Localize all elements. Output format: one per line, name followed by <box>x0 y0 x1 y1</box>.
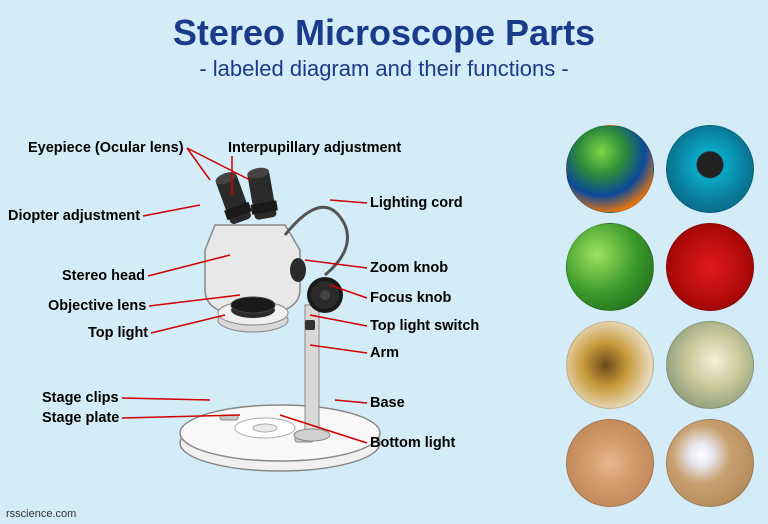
label-stage-plate: Stage plate <box>42 410 119 426</box>
label-focus-knob: Focus knob <box>370 290 451 306</box>
sample-circuit <box>666 125 754 213</box>
sample-grid <box>566 125 756 507</box>
label-zoom-knob: Zoom knob <box>370 260 448 276</box>
sample-currency <box>666 321 754 409</box>
sample-feathers <box>566 125 654 213</box>
label-stereo-head: Stereo head <box>62 268 145 284</box>
label-diopter: Diopter adjustment <box>8 208 140 224</box>
page-subtitle: - labeled diagram and their functions - <box>0 56 768 82</box>
microscope-illustration <box>165 155 405 485</box>
label-top-light-switch: Top light switch <box>370 318 479 334</box>
label-lighting-cord: Lighting cord <box>370 195 463 211</box>
sample-wood <box>566 419 654 507</box>
label-stage-clips: Stage clips <box>42 390 119 406</box>
sample-leaf <box>566 223 654 311</box>
label-top-light: Top light <box>88 325 148 341</box>
sample-gems <box>666 419 754 507</box>
watermark: rsscience.com <box>6 508 76 520</box>
page-title: Stereo Microscope Parts <box>0 0 768 54</box>
label-bottom-light: Bottom light <box>370 435 455 451</box>
label-objective: Objective lens <box>48 298 146 314</box>
label-eyepiece: Eyepiece (Ocular lens) <box>28 140 184 156</box>
label-base: Base <box>370 395 405 411</box>
diagram-area: Eyepiece (Ocular lens) Diopter adjustment… <box>0 100 560 520</box>
label-interpupillary: Interpupillary adjustment <box>228 140 401 156</box>
label-arm: Arm <box>370 345 399 361</box>
sample-strawberry <box>666 223 754 311</box>
sample-bee <box>566 321 654 409</box>
